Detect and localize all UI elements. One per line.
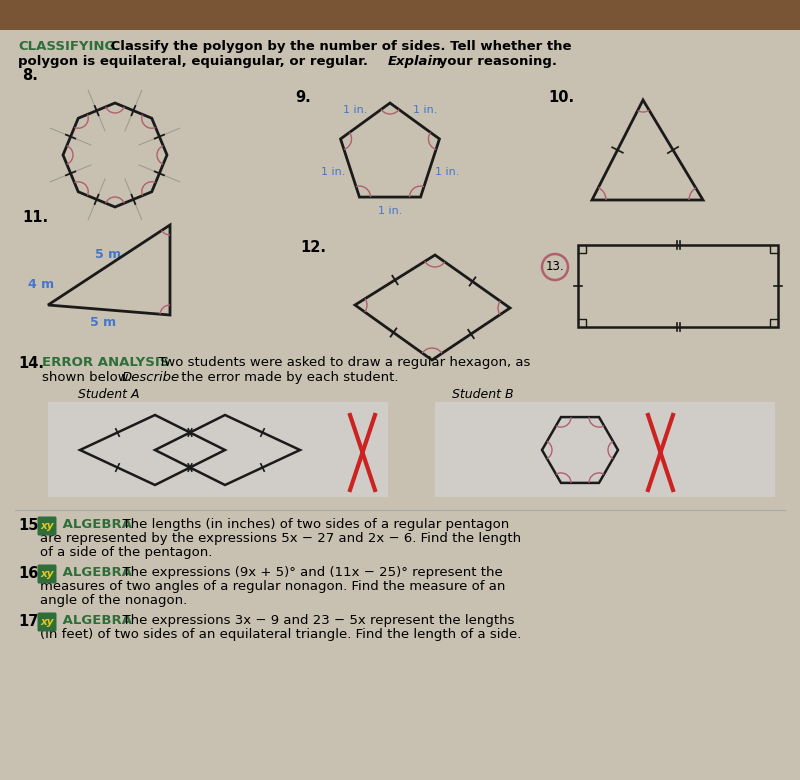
FancyBboxPatch shape (38, 612, 57, 632)
Text: Classify the polygon by the number of sides. Tell whether the: Classify the polygon by the number of si… (106, 40, 571, 53)
Text: xy: xy (40, 569, 54, 579)
Text: of a side of the pentagon.: of a side of the pentagon. (40, 546, 212, 559)
Bar (435, 402, 775, 497)
Text: 12.: 12. (300, 240, 326, 255)
FancyBboxPatch shape (38, 565, 57, 583)
Text: 1 in.: 1 in. (413, 105, 438, 115)
Bar (578, 245, 778, 327)
Text: ALGEBRA: ALGEBRA (58, 614, 132, 627)
Text: The expressions (9x + 5)° and (11x − 25)° represent the: The expressions (9x + 5)° and (11x − 25)… (114, 566, 502, 579)
Text: Two students were asked to draw a regular hexagon, as: Two students were asked to draw a regula… (150, 356, 530, 369)
Text: 16.: 16. (18, 566, 44, 581)
Text: The expressions 3x − 9 and 23 − 5x represent the lengths: The expressions 3x − 9 and 23 − 5x repre… (114, 614, 514, 627)
Text: 5 m: 5 m (90, 317, 116, 329)
Text: 1 in.: 1 in. (378, 206, 402, 216)
Text: 1 in.: 1 in. (321, 168, 345, 177)
Bar (0, 0, 800, 30)
Text: 13.: 13. (546, 261, 564, 274)
Bar (48, 402, 388, 497)
Text: 1 in.: 1 in. (342, 105, 367, 115)
Text: ALGEBRA: ALGEBRA (58, 566, 132, 579)
Text: 10.: 10. (548, 90, 574, 105)
FancyBboxPatch shape (38, 516, 57, 536)
Text: 17.: 17. (18, 614, 44, 629)
Text: ERROR ANALYSIS: ERROR ANALYSIS (42, 356, 170, 369)
Text: 11.: 11. (22, 210, 48, 225)
Text: 1 in.: 1 in. (435, 168, 459, 177)
Text: Explain: Explain (388, 55, 442, 68)
Text: measures of two angles of a regular nonagon. Find the measure of an: measures of two angles of a regular nona… (40, 580, 506, 593)
Text: ALGEBRA: ALGEBRA (58, 518, 132, 531)
Text: 14.: 14. (18, 356, 44, 371)
Text: 15.: 15. (18, 518, 44, 533)
Text: Describe: Describe (122, 371, 180, 384)
Text: xy: xy (40, 521, 54, 531)
Text: 9.: 9. (295, 90, 310, 105)
Text: The lengths (in inches) of two sides of a regular pentagon: The lengths (in inches) of two sides of … (114, 518, 510, 531)
Text: 8.: 8. (22, 68, 38, 83)
Text: Student B: Student B (452, 388, 514, 401)
Text: CLASSIFYING: CLASSIFYING (18, 40, 115, 53)
Text: angle of the nonagon.: angle of the nonagon. (40, 594, 187, 607)
Text: (in feet) of two sides of an equilateral triangle. Find the length of a side.: (in feet) of two sides of an equilateral… (40, 628, 522, 641)
Text: polygon is equilateral, equiangular, or regular.: polygon is equilateral, equiangular, or … (18, 55, 373, 68)
Text: 4 m: 4 m (28, 278, 54, 292)
Text: xy: xy (40, 617, 54, 627)
Text: Student A: Student A (78, 388, 139, 401)
Text: your reasoning.: your reasoning. (434, 55, 557, 68)
Text: 5 m: 5 m (95, 249, 121, 261)
Text: shown below.: shown below. (42, 371, 136, 384)
Text: the error made by each student.: the error made by each student. (177, 371, 398, 384)
Text: are represented by the expressions 5x − 27 and 2x − 6. Find the length: are represented by the expressions 5x − … (40, 532, 521, 545)
